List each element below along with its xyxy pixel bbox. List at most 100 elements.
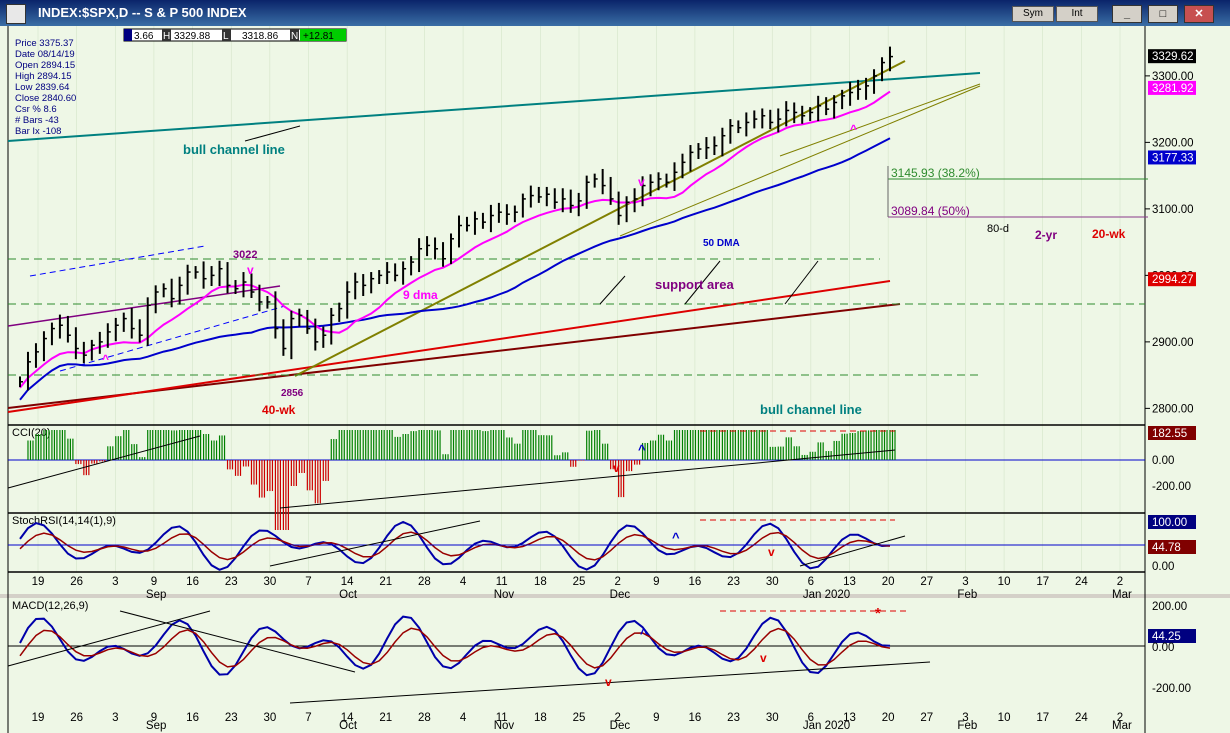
sym-button[interactable]: Sym xyxy=(1012,6,1054,22)
svg-text:v: v xyxy=(605,675,612,689)
x-tick-month: Mar xyxy=(1112,720,1132,732)
x-tick-day: 19 xyxy=(32,712,45,724)
info-close: Close 2840.60 xyxy=(15,93,76,104)
x-tick-day: 26 xyxy=(70,576,83,588)
x-tick-day: 30 xyxy=(263,712,276,724)
svg-text:v: v xyxy=(247,263,254,277)
svg-text:^: ^ xyxy=(102,352,109,366)
x-tick-day: 20 xyxy=(882,712,895,724)
svg-text:3.66: 3.66 xyxy=(134,31,154,42)
svg-text:H: H xyxy=(163,31,170,42)
dma9-label: 9 dma xyxy=(403,288,438,302)
macd-title: MACD(12,26,9) xyxy=(12,600,88,612)
close-button[interactable]: ✕ xyxy=(1184,5,1214,23)
price-axis-label: 2900.00 xyxy=(1152,337,1194,349)
x-tick-day: 14 xyxy=(341,712,354,724)
int-button[interactable]: Int xyxy=(1056,6,1098,22)
x-tick-day: 13 xyxy=(843,712,856,724)
x-tick-day: 23 xyxy=(225,712,238,724)
x-tick-day: 11 xyxy=(496,576,508,588)
x-tick-month: Dec xyxy=(610,589,631,601)
chart-area: Price 3375.37 Date 08/14/19 Open 2894.15… xyxy=(0,26,1230,733)
x-tick-day: 16 xyxy=(689,712,702,724)
svg-text:3329.88: 3329.88 xyxy=(174,31,211,42)
maximize-button[interactable]: □ xyxy=(1148,5,1178,23)
info-box: Price 3375.37 Date 08/14/19 Open 2894.15… xyxy=(15,38,76,137)
wk20-label: 20-wk xyxy=(1092,227,1126,241)
x-tick-month: Nov xyxy=(494,589,515,601)
x-tick-day: 2 xyxy=(614,576,620,588)
x-tick-day: 27 xyxy=(920,576,933,588)
svg-text:N: N xyxy=(291,31,298,42)
info-price: Price 3375.37 xyxy=(15,38,74,49)
x-tick-day: 30 xyxy=(766,712,779,724)
info-high: High 2894.15 xyxy=(15,71,72,82)
svg-text:v: v xyxy=(760,651,767,665)
x-tick-day: 6 xyxy=(808,712,814,724)
bull-channel-label-top: bull channel line xyxy=(183,142,285,157)
x-tick-day: 30 xyxy=(766,576,779,588)
stoch-title: StochRSI(14,14(1),9) xyxy=(12,515,116,527)
fib-50-label: 3089.84 (50%) xyxy=(891,204,970,218)
x-tick-day: 21 xyxy=(379,712,392,724)
x-tick-month: Dec xyxy=(610,720,631,732)
x-tick-day: 3 xyxy=(962,712,968,724)
minimize-button[interactable]: _ xyxy=(1112,5,1142,23)
price-tag xyxy=(1148,150,1196,165)
stochrsi-line xyxy=(19,520,891,571)
x-tick-month: Mar xyxy=(1112,589,1132,601)
fib-382-label: 3145.93 (38.2%) xyxy=(891,166,980,180)
yr2-label: 2-yr xyxy=(1035,228,1057,242)
macd-axis-0: 0.00 xyxy=(1152,642,1174,654)
x-tick-day: 7 xyxy=(305,712,311,724)
x-tick-day: 2 xyxy=(1117,712,1123,724)
x-tick-month: Nov xyxy=(494,720,515,732)
cci-axis-neg200: -200.00 xyxy=(1152,481,1191,493)
x-tick-day: 20 xyxy=(882,576,895,588)
x-tick-month: Jan 2020 xyxy=(803,589,850,601)
x-tick-day: 4 xyxy=(460,712,467,724)
price-tag-label: 2994.27 xyxy=(1152,274,1194,286)
info-bars: # Bars -43 xyxy=(15,115,59,126)
x-tick-month: Jan 2020 xyxy=(803,720,850,732)
x-tick-day: 16 xyxy=(186,712,199,724)
x-tick-day: 23 xyxy=(727,576,740,588)
price-tag xyxy=(1148,272,1196,287)
x-tick-day: 24 xyxy=(1075,576,1088,588)
x-tick-day: 30 xyxy=(263,576,276,588)
x-tick-day: 28 xyxy=(418,576,431,588)
x-tick-day: 14 xyxy=(341,576,354,588)
x-tick-day: 9 xyxy=(151,576,157,588)
x-tick-day: 25 xyxy=(573,712,586,724)
svg-text:^: ^ xyxy=(672,530,680,545)
stoch-tag-1: 100.00 xyxy=(1152,517,1187,529)
x-tick-day: 9 xyxy=(653,712,659,724)
x-tick-day: 10 xyxy=(998,576,1011,588)
x-tick-day: 11 xyxy=(496,712,508,724)
price-tag-label: 3177.33 xyxy=(1152,152,1194,164)
x-tick-day: 3 xyxy=(112,576,118,588)
x-tick-day: 9 xyxy=(653,576,659,588)
macd-signal xyxy=(19,627,891,669)
title-bar: INDEX:$SPX,D -- S & P 500 INDEX Sym Int … xyxy=(0,0,1230,26)
window-title: INDEX:$SPX,D -- S & P 500 INDEX xyxy=(38,5,247,20)
price-tag-label: 3329.62 xyxy=(1152,51,1194,63)
x-tick-day: 4 xyxy=(460,576,467,588)
x-tick-day: 18 xyxy=(534,712,547,724)
x-tick-day: 24 xyxy=(1075,712,1088,724)
ohlc-strip: 3.66 H 3329.88 L 3318.86 N +12.81 xyxy=(123,28,347,42)
stoch-tag-2: 44.78 xyxy=(1152,542,1181,554)
x-tick-day: 3 xyxy=(112,712,118,724)
x-tick-day: 28 xyxy=(418,712,431,724)
x-tick-day: 18 xyxy=(534,576,547,588)
x-tick-month: Sep xyxy=(146,720,166,732)
svg-text:^: ^ xyxy=(850,122,857,136)
support-area-label: support area xyxy=(655,277,735,292)
price-axis-label: 2800.00 xyxy=(1152,403,1194,415)
price-tag xyxy=(1148,49,1196,64)
stoch-axis-0: 0.00 xyxy=(1152,561,1174,573)
x-tick-day: 7 xyxy=(305,576,311,588)
price-tag-label: 3281.92 xyxy=(1152,83,1194,95)
x-tick-day: 2 xyxy=(1117,576,1123,588)
info-date: Date 08/14/19 xyxy=(15,49,75,60)
